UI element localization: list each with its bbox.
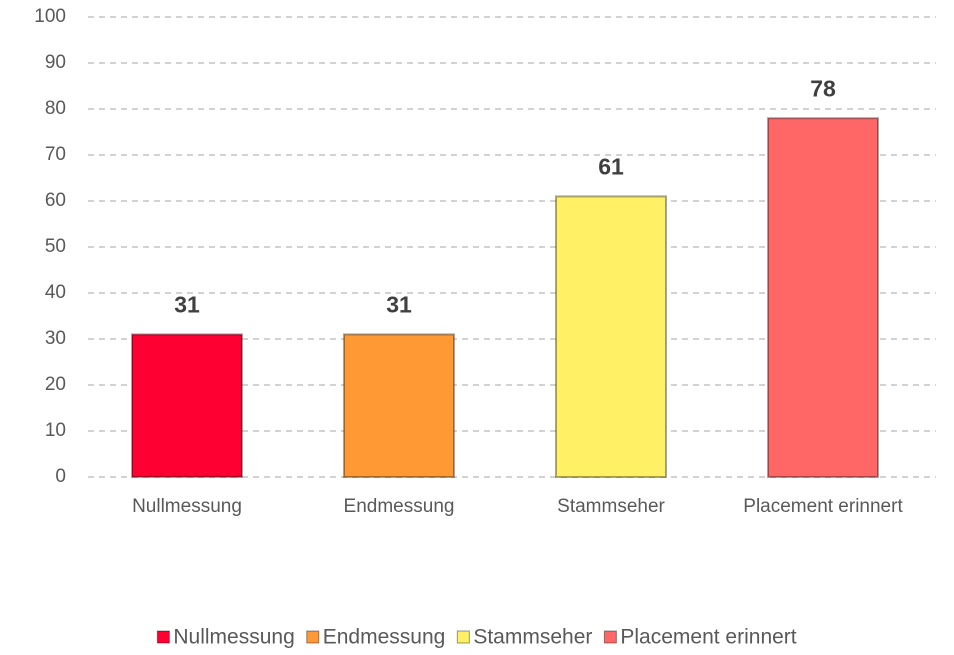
legend-swatch [456,630,470,644]
bar [131,333,243,478]
bar [767,117,879,478]
y-tick-label: 40 [45,282,66,303]
legend-swatch [306,630,320,644]
y-tick-label: 50 [45,236,66,257]
y-tick-label: 70 [45,144,66,165]
y-tick-label: 90 [45,52,66,73]
y-tick-label: 0 [55,466,66,487]
y-tick-label: 20 [45,374,66,395]
x-tick-label: Endmessung [344,496,455,517]
y-tick-label: 30 [45,328,66,349]
x-tick-label: Placement erinnert [743,496,903,517]
legend-label: Placement erinnert [620,626,796,649]
legend-label: Endmessung [323,626,446,649]
y-tick-label: 60 [45,190,66,211]
legend-swatch [603,630,617,644]
x-tick-label: Nullmessung [132,496,242,517]
bar [343,333,455,478]
value-label: 31 [174,291,200,317]
legend-label: Stammseher [473,626,592,649]
legend-swatch [156,630,170,644]
legend-label: Nullmessung [173,626,294,649]
value-label: 31 [386,291,412,317]
value-label: 78 [810,75,836,101]
y-tick-label: 10 [45,420,66,441]
y-tick-label: 100 [34,6,66,27]
value-label: 61 [598,153,624,179]
bar [555,195,667,478]
y-tick-label: 80 [45,98,66,119]
x-tick-label: Stammseher [557,496,665,517]
